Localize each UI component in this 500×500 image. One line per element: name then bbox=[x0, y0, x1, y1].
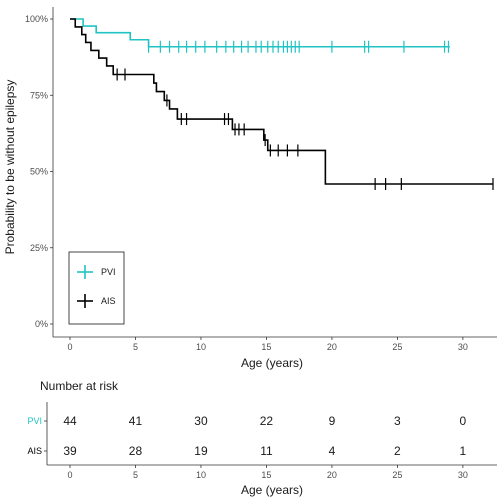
y-axis-ticks: 0% 25% 50% 75% 100% bbox=[25, 14, 53, 329]
x-tick-label: 30 bbox=[458, 342, 468, 352]
survival-plot: 0% 25% 50% 75% 100% 0 5 10 15 20 25 30 Probability… bbox=[3, 7, 497, 370]
risk-count-ais: 4 bbox=[329, 444, 336, 458]
risk-count-ais: 19 bbox=[194, 444, 208, 458]
x-tick-label: 10 bbox=[196, 342, 206, 352]
risk-count-pvi: 22 bbox=[260, 414, 274, 428]
risk-x-tick-label: 20 bbox=[327, 470, 337, 480]
x-axis-title: Age (years) bbox=[241, 356, 303, 370]
risk-count-pvi: 9 bbox=[329, 414, 336, 428]
risk-table-title: Number at risk bbox=[40, 379, 119, 393]
legend-label-ais: AIS bbox=[101, 296, 116, 306]
risk-count-ais: 28 bbox=[129, 444, 143, 458]
survival-curve-pvi bbox=[70, 18, 450, 48]
y-tick-label: 25% bbox=[30, 243, 48, 253]
x-tick-label: 0 bbox=[67, 342, 72, 352]
y-tick-label: 75% bbox=[30, 90, 48, 100]
risk-count-ais: 2 bbox=[394, 444, 401, 458]
risk-x-tick-label: 10 bbox=[196, 470, 206, 480]
risk-count-pvi: 0 bbox=[460, 414, 467, 428]
risk-table-x-ticks: 0 5 10 15 20 25 30 bbox=[67, 465, 468, 480]
risk-count-ais: 1 bbox=[460, 444, 467, 458]
risk-count-pvi: 30 bbox=[194, 414, 208, 428]
risk-x-tick-label: 15 bbox=[261, 470, 271, 480]
risk-count-pvi: 41 bbox=[129, 414, 143, 428]
risk-count-pvi: 44 bbox=[63, 414, 77, 428]
risk-x-tick-label: 5 bbox=[133, 470, 138, 480]
x-tick-label: 15 bbox=[261, 342, 271, 352]
risk-row-label-ais: AIS bbox=[27, 446, 42, 456]
legend-box bbox=[68, 251, 125, 325]
risk-x-tick-label: 0 bbox=[67, 470, 72, 480]
x-tick-label: 20 bbox=[327, 342, 337, 352]
risk-count-pvi: 3 bbox=[394, 414, 401, 428]
risk-x-tick-label: 30 bbox=[458, 470, 468, 480]
y-tick-label: 50% bbox=[30, 167, 48, 177]
y-tick-label: 0% bbox=[35, 319, 48, 329]
x-tick-label: 25 bbox=[392, 342, 402, 352]
legend: PVI AIS bbox=[68, 251, 125, 325]
x-axis-ticks: 0 5 10 15 20 25 30 bbox=[67, 337, 468, 352]
y-axis-title: Probability to be without epilepsy bbox=[3, 80, 17, 255]
risk-row-label-pvi: PVI bbox=[27, 416, 42, 426]
legend-label-pvi: PVI bbox=[101, 267, 116, 277]
y-tick-label: 100% bbox=[25, 14, 48, 24]
risk-count-ais: 39 bbox=[63, 444, 77, 458]
survival-curves bbox=[70, 18, 494, 191]
x-tick-label: 5 bbox=[133, 342, 138, 352]
risk-table-x-axis-title: Age (years) bbox=[241, 483, 303, 497]
risk-x-tick-label: 25 bbox=[392, 470, 402, 480]
survival-curve-ais bbox=[70, 18, 493, 185]
risk-count-ais: 11 bbox=[260, 444, 273, 458]
